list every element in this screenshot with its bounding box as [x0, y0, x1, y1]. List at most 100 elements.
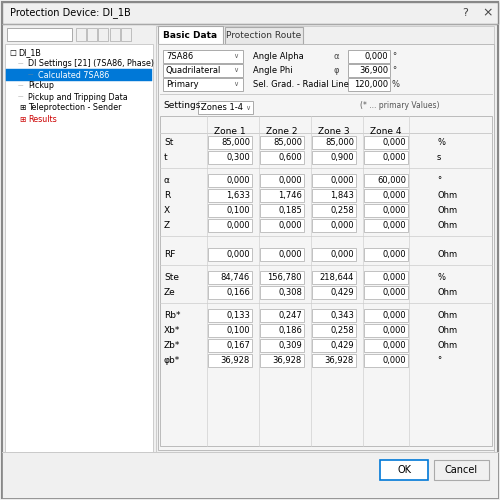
Text: DI_1B: DI_1B: [18, 48, 41, 58]
Text: —: —: [18, 94, 24, 100]
Bar: [208, 189, 252, 202]
Text: Ze: Ze: [164, 288, 176, 297]
Bar: [158, 44, 494, 450]
Bar: [225, 27, 303, 44]
Bar: [364, 286, 408, 299]
Bar: [160, 116, 492, 446]
Bar: [364, 136, 408, 149]
Bar: [260, 136, 304, 149]
Text: 218,644: 218,644: [320, 273, 354, 282]
Bar: [364, 309, 408, 322]
Text: 0,000: 0,000: [382, 341, 406, 350]
Text: 1,843: 1,843: [330, 191, 354, 200]
Text: ☐: ☐: [9, 48, 16, 58]
Text: α: α: [164, 176, 170, 185]
Text: Zone 1: Zone 1: [214, 126, 246, 136]
Text: Ohm: Ohm: [437, 326, 457, 335]
Text: 0,429: 0,429: [330, 288, 354, 297]
Bar: [312, 309, 356, 322]
Text: 0,100: 0,100: [226, 326, 250, 335]
Text: 0,000: 0,000: [382, 250, 406, 259]
Text: 156,780: 156,780: [268, 273, 302, 282]
Text: —: —: [18, 62, 24, 66]
Text: Quadrilateral: Quadrilateral: [166, 66, 222, 75]
Text: —: —: [18, 84, 24, 88]
Text: 0,000: 0,000: [382, 288, 406, 297]
Text: 0,308: 0,308: [278, 288, 302, 297]
Text: Cancel: Cancel: [444, 465, 478, 475]
Text: 0,900: 0,900: [330, 153, 354, 162]
Bar: [2, 2, 498, 24]
Text: %: %: [437, 138, 445, 147]
Text: (* ... primary Values): (* ... primary Values): [360, 102, 440, 110]
Text: 0,247: 0,247: [278, 311, 302, 320]
Bar: [348, 64, 390, 77]
Text: DI Settings [21] (7SA86, Phase): DI Settings [21] (7SA86, Phase): [28, 60, 154, 68]
Text: 0,185: 0,185: [278, 206, 302, 215]
Text: 0,000: 0,000: [278, 176, 302, 185]
Text: 0,000: 0,000: [382, 138, 406, 147]
Text: Xb*: Xb*: [164, 326, 180, 335]
Text: %: %: [392, 80, 400, 89]
Bar: [312, 189, 356, 202]
Bar: [312, 204, 356, 217]
Bar: [260, 309, 304, 322]
Bar: [260, 248, 304, 261]
Text: 0,000: 0,000: [278, 221, 302, 230]
Text: 85,000: 85,000: [221, 138, 250, 147]
Text: 85,000: 85,000: [273, 138, 302, 147]
Bar: [364, 219, 408, 232]
Bar: [364, 339, 408, 352]
Bar: [312, 174, 356, 187]
Text: Ohm: Ohm: [437, 206, 457, 215]
Bar: [260, 339, 304, 352]
Bar: [208, 309, 252, 322]
Text: 0,000: 0,000: [382, 191, 406, 200]
Bar: [208, 324, 252, 337]
Text: ∨: ∨: [233, 82, 238, 87]
Text: Basic Data: Basic Data: [163, 32, 217, 40]
Bar: [312, 151, 356, 164]
Bar: [260, 219, 304, 232]
Bar: [260, 174, 304, 187]
Text: 0,258: 0,258: [330, 206, 354, 215]
Text: 84,746: 84,746: [221, 273, 250, 282]
Bar: [5, 44, 153, 452]
Text: 36,928: 36,928: [221, 356, 250, 365]
Bar: [312, 136, 356, 149]
Text: 0,167: 0,167: [226, 341, 250, 350]
Text: 0,186: 0,186: [278, 326, 302, 335]
Bar: [98, 28, 108, 41]
Text: °: °: [392, 52, 396, 61]
Bar: [208, 174, 252, 187]
Text: 0,429: 0,429: [330, 341, 354, 350]
Text: Settings:: Settings:: [163, 102, 203, 110]
Text: Protection Route: Protection Route: [226, 32, 302, 40]
Text: Zb*: Zb*: [164, 341, 180, 350]
Text: 0,000: 0,000: [278, 250, 302, 259]
Text: 0,000: 0,000: [226, 250, 250, 259]
Bar: [208, 271, 252, 284]
Text: Ohm: Ohm: [437, 250, 457, 259]
Text: °: °: [437, 176, 441, 185]
Bar: [364, 204, 408, 217]
Text: 0,000: 0,000: [382, 356, 406, 365]
Bar: [2, 452, 498, 498]
Bar: [364, 271, 408, 284]
Text: RF: RF: [164, 250, 175, 259]
Text: —: —: [28, 72, 34, 78]
Bar: [348, 78, 390, 91]
Text: 36,900: 36,900: [359, 66, 388, 75]
Bar: [208, 354, 252, 367]
Bar: [260, 286, 304, 299]
Bar: [260, 354, 304, 367]
Text: 0,000: 0,000: [382, 326, 406, 335]
Bar: [6, 69, 152, 81]
Text: Primary: Primary: [166, 80, 198, 89]
Text: 0,343: 0,343: [330, 311, 354, 320]
Bar: [364, 151, 408, 164]
Text: Ste: Ste: [164, 273, 179, 282]
Text: Zone 2: Zone 2: [266, 126, 298, 136]
Text: ∨: ∨: [233, 54, 238, 60]
Text: ⊞: ⊞: [19, 104, 26, 112]
